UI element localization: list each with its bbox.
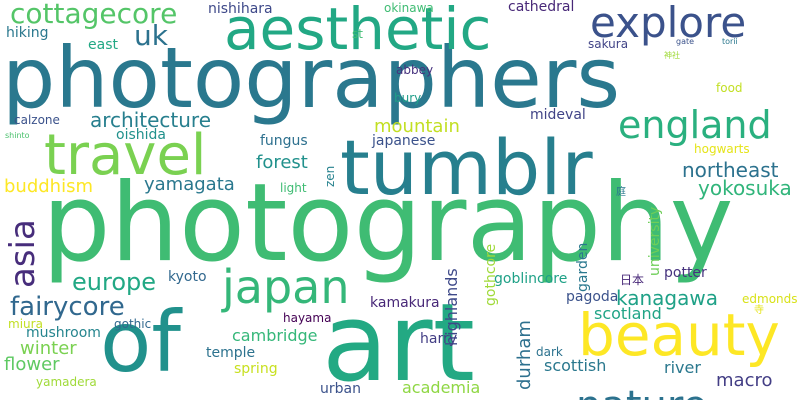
cloud-word: shinto [5,131,30,140]
cloud-word: photographers [2,29,621,127]
cloud-word: explore [590,0,747,47]
cloud-word: edmonds [742,292,798,306]
cloud-word: durham [514,320,535,390]
cloud-word: dark [536,345,563,359]
cloud-word: 寺 [754,305,764,316]
cloud-word: england [618,103,772,147]
cloud-word: garden [575,242,591,292]
cloud-word: mushroom [26,325,101,341]
cloud-word: abbey [396,63,434,77]
cloud-word: potter [664,265,707,281]
cloud-word: tumblr [340,123,593,212]
cloud-word: goblincore [494,271,568,287]
cloud-word: gothic [114,317,152,331]
cloud-word: kyoto [168,269,207,285]
cloud-word: zen [323,165,337,187]
cloud-word: nishihara [208,1,273,17]
cloud-word: food [716,81,743,95]
cloud-word: photography [42,161,734,286]
cloud-word: kanagawa [616,286,718,310]
cloud-word: asia [3,219,43,288]
cloud-word: winter [20,338,77,359]
cloud-word: academia [402,378,481,397]
cloud-word: bury [394,91,422,105]
cloud-word: light [280,181,307,195]
cloud-word: hogwarts [694,142,750,156]
cloud-word: pagoda [566,289,619,305]
cloud-word: aesthetic [224,0,492,63]
cloud-word: of [100,293,181,391]
cloud-word: cambridge [232,326,318,345]
cloud-word: 庭 [616,187,626,198]
cloud-word: temple [206,345,256,361]
cloud-word: japan [222,260,350,314]
cloud-word: oishida [116,127,166,143]
cloud-word: uk [134,19,168,52]
cloud-word: fungus [260,133,308,149]
cloud-word: yamadera [36,375,97,389]
cloud-word: miura [8,317,43,331]
cloud-word: urban [320,381,361,397]
cloud-word: yamagata [144,174,235,195]
cloud-word: nature [576,386,707,400]
cloud-word: travel [44,123,207,188]
cloud-word: okinawa [384,1,434,15]
cloud-word: calzone [14,113,60,127]
cloud-word: harry [420,331,458,347]
cloud-word: buddhism [4,176,94,197]
cloud-word: japanese [372,133,436,149]
cloud-word: river [664,358,701,377]
cloud-word: east [88,37,118,53]
cloud-word: northeast [682,158,779,182]
cloud-word: cottagecore [10,0,178,30]
cloud-word: hayama [283,311,332,325]
cloud-word: macro [716,370,773,391]
cloud-word: gate [676,37,695,46]
cloud-word: forest [256,152,308,173]
cloud-word: 日本 [620,273,645,287]
cloud-word: flower [4,354,60,375]
cloud-word: 神社 [664,51,680,60]
cloud-word: scotland [594,304,662,323]
cloud-word: cathedral [508,0,575,15]
cloud-word: art [322,281,475,400]
cloud-word: europe [72,268,156,296]
cloud-word: architecture [90,108,212,132]
cloud-word: spring [234,361,278,377]
cloud-word: yokosuka [698,176,792,200]
cloud-word: torii [722,37,738,46]
cloud-word: hiking [6,25,49,41]
cloud-word: mideval [530,107,586,123]
cloud-word: mountain [374,116,460,137]
cloud-word: fairycore [10,292,125,322]
cloud-word: sakura [588,37,629,51]
cloud-word: st [352,27,363,41]
cloud-word: scottish [544,356,607,375]
cloud-word: kamakura [370,295,440,311]
cloud-word: university [647,206,663,276]
cloud-word: beauty [578,301,780,369]
